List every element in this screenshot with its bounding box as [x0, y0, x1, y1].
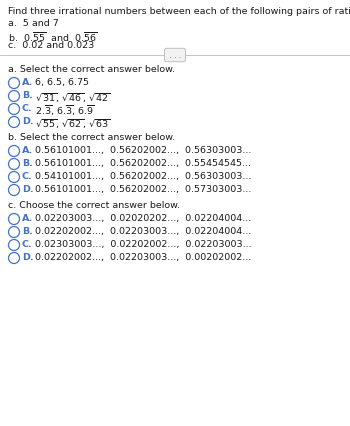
Text: 0.02303003...,  0.02202002...,  0.02203003...: 0.02303003..., 0.02202002..., 0.02203003… [35, 240, 252, 249]
Text: 0.02202002...,  0.02203003...,  0.02204004...: 0.02202002..., 0.02203003..., 0.02204004… [35, 227, 251, 236]
Text: Find three irrational numbers between each of the following pairs of rational nu: Find three irrational numbers between ea… [8, 7, 350, 16]
Text: 0.54101001...,  0.56202002...,  0.56303003...: 0.54101001..., 0.56202002..., 0.56303003… [35, 172, 251, 181]
Text: C.: C. [22, 104, 33, 113]
Text: B.: B. [22, 227, 33, 236]
Text: D.: D. [22, 117, 34, 126]
Text: 0.56101001...,  0.56202002...,  0.55454545...: 0.56101001..., 0.56202002..., 0.55454545… [35, 159, 251, 168]
Text: 6, 6.5, 6.75: 6, 6.5, 6.75 [35, 78, 89, 87]
Text: 0.56101001...,  0.56202002...,  0.57303003...: 0.56101001..., 0.56202002..., 0.57303003… [35, 185, 251, 194]
Text: $\sqrt{31}$, $\sqrt{46}$, $\sqrt{42}$: $\sqrt{31}$, $\sqrt{46}$, $\sqrt{42}$ [35, 91, 111, 104]
Text: . . .: . . . [167, 51, 183, 60]
Text: C.: C. [22, 172, 33, 181]
Text: B.: B. [22, 159, 33, 168]
Text: D.: D. [22, 185, 34, 194]
Text: $\sqrt{55}$, $\sqrt{62}$, $\sqrt{63}$: $\sqrt{55}$, $\sqrt{62}$, $\sqrt{63}$ [35, 117, 111, 130]
Text: A.: A. [22, 78, 33, 87]
Text: b.  0.$\overline{55}$  and  0.$\overline{56}$: b. 0.$\overline{55}$ and 0.$\overline{56… [8, 30, 97, 44]
Text: A.: A. [22, 214, 33, 223]
Text: 2.$\overline{3}$, 6.$\overline{3}$, 6.$\overline{9}$: 2.$\overline{3}$, 6.$\overline{3}$, 6.$\… [35, 104, 94, 118]
Text: 0.02203003...,  0.02020202...,  0.02204004...: 0.02203003..., 0.02020202..., 0.02204004… [35, 214, 251, 223]
Text: B.: B. [22, 91, 33, 100]
Text: b. Select the correct answer below.: b. Select the correct answer below. [8, 133, 175, 142]
Text: c. Choose the correct answer below.: c. Choose the correct answer below. [8, 201, 180, 210]
Text: A.: A. [22, 146, 33, 155]
Text: a.  5 and 7: a. 5 and 7 [8, 19, 59, 28]
Text: 0.02202002...,  0.02203003...,  0.00202002...: 0.02202002..., 0.02203003..., 0.00202002… [35, 253, 251, 262]
Text: 0.56101001...,  0.56202002...,  0.56303003...: 0.56101001..., 0.56202002..., 0.56303003… [35, 146, 251, 155]
Text: a. Select the correct answer below.: a. Select the correct answer below. [8, 65, 175, 74]
Text: c.  0.02 and 0.023: c. 0.02 and 0.023 [8, 41, 94, 50]
Text: C.: C. [22, 240, 33, 249]
Text: D.: D. [22, 253, 34, 262]
